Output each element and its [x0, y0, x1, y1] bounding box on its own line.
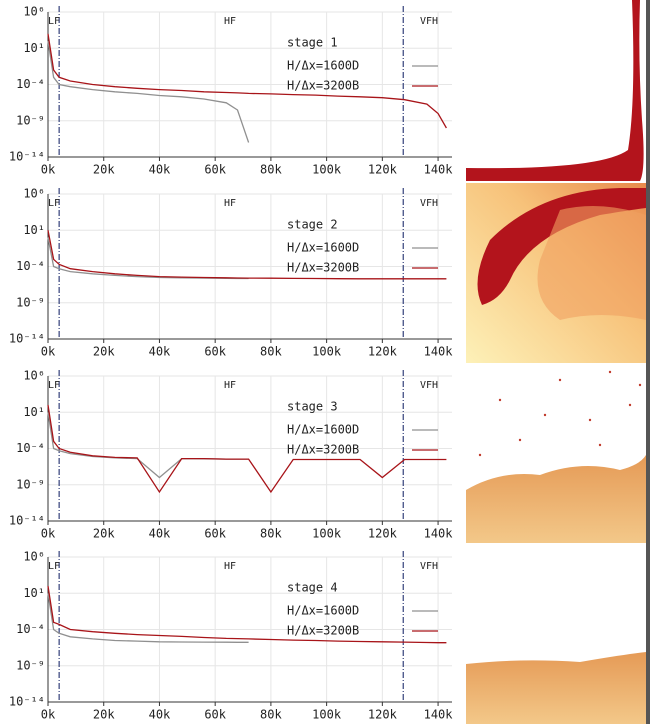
x-tick-label: 20k [93, 345, 115, 359]
x-tick-label: 40k [149, 163, 171, 177]
y-tick-label: 10¹ [23, 405, 45, 419]
band-label: VFH [420, 561, 438, 572]
y-tick-label: 10⁶ [23, 5, 45, 19]
x-tick-label: 80k [260, 163, 282, 177]
snapshot [466, 0, 646, 181]
x-tick-label: 60k [204, 527, 226, 541]
y-tick-label: 10¹ [23, 41, 45, 55]
series-line [47, 404, 447, 494]
y-tick-label: 10⁻¹⁴ [9, 514, 45, 528]
x-tick-label: 0k [41, 527, 56, 541]
y-tick-label: 10⁻⁴ [16, 259, 45, 273]
snapshot-droplets [478, 370, 642, 457]
x-tick-label: 20k [93, 163, 115, 177]
series-line [47, 237, 249, 280]
legend-title: stage 4 [287, 581, 338, 595]
band-label: HF [224, 198, 236, 209]
y-tick-label: 10¹ [23, 223, 45, 237]
x-tick-label: 140k [424, 527, 454, 541]
y-tick-label: 10¹ [23, 586, 45, 600]
legend-label: H/Δx=3200B [287, 443, 359, 457]
x-tick-label: 0k [41, 163, 56, 177]
snapshots [466, 0, 650, 724]
x-tick-label: 60k [204, 708, 226, 722]
band-label: HF [224, 16, 236, 27]
x-tick-label: 80k [260, 527, 282, 541]
y-tick-label: 10⁻⁴ [16, 77, 45, 91]
x-tick-label: 100k [312, 708, 342, 722]
x-tick-label: 140k [424, 345, 454, 359]
y-tick-label: 10⁻⁹ [16, 295, 45, 309]
x-tick-label: 100k [312, 163, 342, 177]
y-tick-label: 10⁻⁹ [16, 658, 45, 672]
y-tick-label: 10⁻¹⁴ [9, 695, 45, 709]
snapshot-front [466, 455, 646, 543]
chart: 10⁻¹⁴ 10⁻⁹ 10⁻⁴ 10¹ 10⁶ 0k 20k 40k 60k 80k 100k 120… [9, 187, 453, 359]
legend-title: stage 3 [287, 400, 338, 414]
band-label: LF [48, 16, 60, 27]
series-line [47, 585, 447, 644]
x-tick-label: 0k [41, 708, 56, 722]
series-line [47, 230, 447, 280]
x-tick-label: 100k [312, 345, 342, 359]
x-tick-label: 140k [424, 708, 454, 722]
snapshot-front [537, 206, 646, 320]
band-label: VFH [420, 198, 438, 209]
series-line [47, 412, 249, 479]
band-label: LF [48, 198, 60, 209]
legend-label: H/Δx=1600D [287, 604, 359, 618]
y-tick-label: 10⁻¹⁴ [9, 150, 45, 164]
legend-label: H/Δx=3200B [287, 624, 359, 638]
band-label: LF [48, 561, 60, 572]
legend-label: H/Δx=3200B [287, 79, 359, 93]
legend-label: H/Δx=1600D [287, 423, 359, 437]
snapshot-border [646, 0, 650, 724]
y-tick-label: 10⁶ [23, 187, 45, 201]
y-tick-label: 10⁻⁴ [16, 441, 45, 455]
legend-title: stage 2 [287, 218, 338, 232]
x-tick-label: 60k [204, 163, 226, 177]
x-tick-label: 120k [368, 527, 398, 541]
chart: 10⁻¹⁴ 10⁻⁹ 10⁻⁴ 10¹ 10⁶ 0k 20k 40k 60k 80k 100k 120… [9, 5, 453, 177]
band-label: HF [224, 561, 236, 572]
x-tick-label: 140k [424, 163, 454, 177]
series-line [47, 33, 447, 129]
x-tick-label: 60k [204, 345, 226, 359]
legend-label: H/Δx=1600D [287, 59, 359, 73]
y-tick-label: 10⁻⁴ [16, 622, 45, 636]
y-tick-label: 10⁻⁹ [16, 113, 45, 127]
snapshot-front [477, 188, 646, 305]
snapshot-front [466, 0, 644, 181]
x-tick-label: 80k [260, 345, 282, 359]
band-label: VFH [420, 380, 438, 391]
x-tick-label: 0k [41, 345, 56, 359]
x-tick-label: 20k [93, 708, 115, 722]
band-label: HF [224, 380, 236, 391]
x-tick-label: 20k [93, 527, 115, 541]
legend-label: H/Δx=3200B [287, 261, 359, 275]
x-tick-label: 40k [149, 527, 171, 541]
x-tick-label: 120k [368, 163, 398, 177]
x-tick-label: 120k [368, 345, 398, 359]
x-tick-label: 120k [368, 708, 398, 722]
x-tick-label: 80k [260, 708, 282, 722]
series-line [47, 593, 249, 643]
band-label: LF [48, 380, 60, 391]
y-tick-label: 10⁶ [23, 369, 45, 383]
x-tick-label: 40k [149, 708, 171, 722]
x-tick-label: 40k [149, 345, 171, 359]
band-label: VFH [420, 16, 438, 27]
x-tick-label: 100k [312, 527, 342, 541]
chart: 10⁻¹⁴ 10⁻⁹ 10⁻⁴ 10¹ 10⁶ 0k 20k 40k 60k 80k 100k 120… [9, 550, 453, 722]
chart: 10⁻¹⁴ 10⁻⁹ 10⁻⁴ 10¹ 10⁶ 0k 20k 40k 60k 80k 100k 120… [9, 369, 453, 541]
y-tick-label: 10⁻¹⁴ [9, 332, 45, 346]
series-line [47, 40, 250, 143]
snapshot-front [466, 652, 646, 724]
legend-title: stage 1 [287, 36, 338, 50]
legend-label: H/Δx=1600D [287, 241, 359, 255]
y-tick-label: 10⁻⁹ [16, 477, 45, 491]
y-tick-label: 10⁶ [23, 550, 45, 564]
